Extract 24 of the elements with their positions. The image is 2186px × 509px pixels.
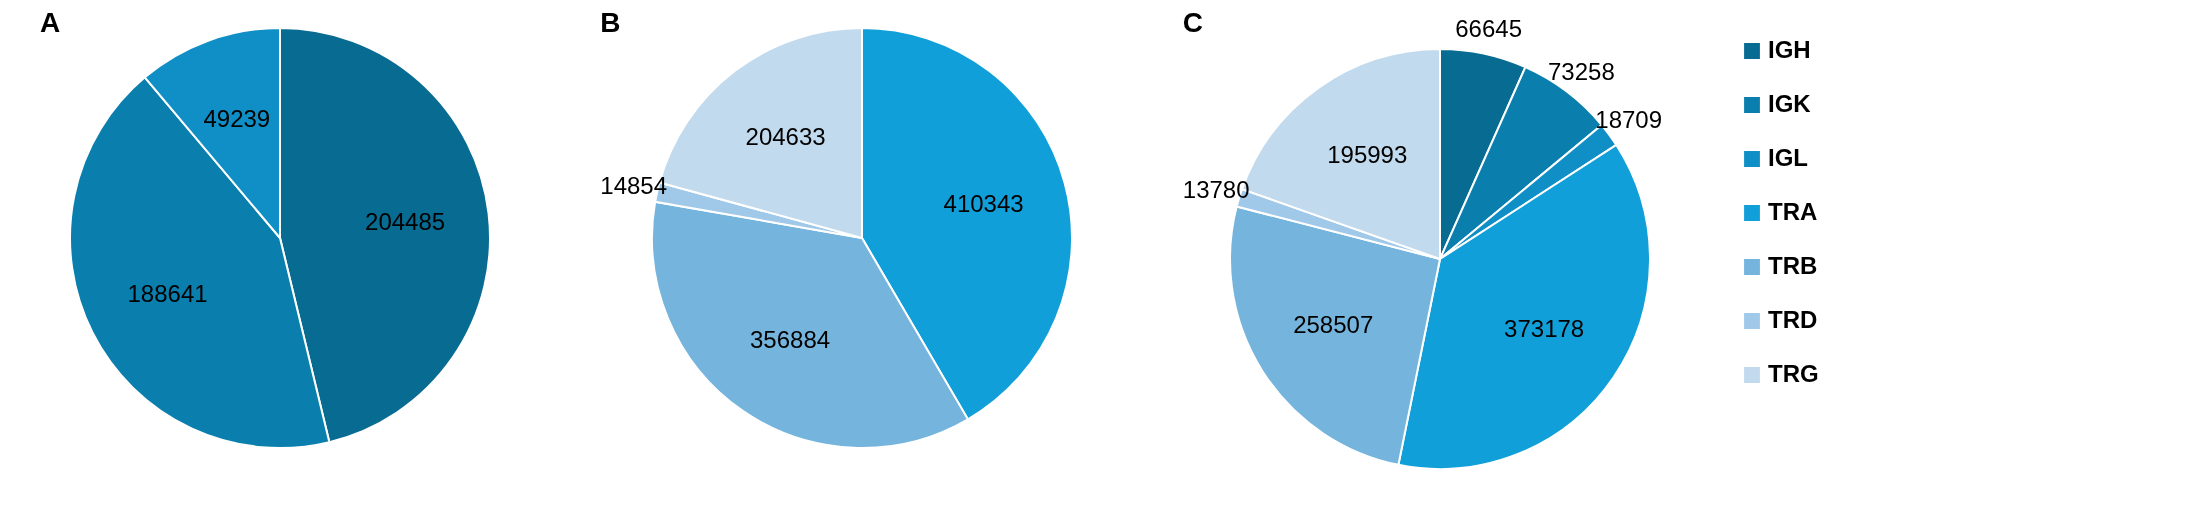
legend-label: TRD bbox=[1768, 306, 1818, 333]
data-label: 204633 bbox=[745, 122, 826, 150]
chart-title: C bbox=[1182, 7, 1204, 39]
data-label: 410343 bbox=[943, 190, 1024, 218]
data-label: 204485 bbox=[365, 208, 446, 236]
legend-label: IGK bbox=[1768, 90, 1812, 117]
legend-label: TRG bbox=[1768, 360, 1819, 387]
data-label: 66645 bbox=[1455, 15, 1523, 43]
legend-label: TRB bbox=[1768, 252, 1818, 279]
chart-title: B bbox=[600, 7, 621, 38]
data-label: 14854 bbox=[600, 171, 668, 199]
data-label: 49239 bbox=[203, 104, 271, 132]
data-label: 195993 bbox=[1327, 141, 1408, 169]
legend-label: TRA bbox=[1768, 198, 1818, 225]
data-label: 18709 bbox=[1595, 105, 1663, 133]
data-label: 356884 bbox=[750, 326, 831, 354]
data-label: 73258 bbox=[1548, 57, 1615, 85]
legend-label: IGL bbox=[1768, 144, 1808, 171]
data-label: 258507 bbox=[1293, 310, 1374, 338]
legend-label: IGH bbox=[1768, 36, 1811, 63]
data-label: 13780 bbox=[1182, 175, 1250, 203]
chart-title: A bbox=[40, 7, 61, 38]
data-label: 188641 bbox=[127, 279, 208, 307]
data-label: 373178 bbox=[1504, 314, 1585, 342]
